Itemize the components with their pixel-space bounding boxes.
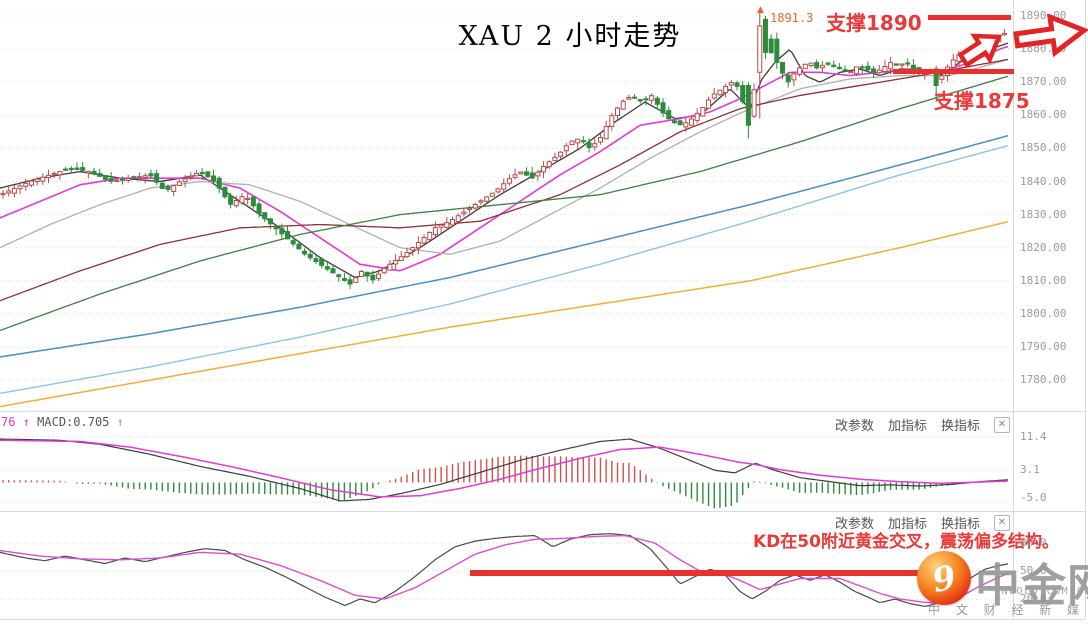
switch-indicator-button[interactable]: 换指标 (940, 419, 980, 434)
axis-tick-label: 1790.00 (1020, 340, 1067, 353)
axis-tick-label: 50.0 (1020, 564, 1047, 577)
axis-tick-label: 80.0 (1020, 536, 1047, 549)
right-arrow-icon (1013, 14, 1088, 58)
close-icon[interactable]: ✕ (994, 416, 1010, 433)
change-params-button[interactable]: 改参数 (834, 517, 874, 532)
axis-tick-label: -5.0 (1020, 491, 1047, 504)
axis-tick-label: 1810.00 (1020, 274, 1067, 287)
axis-tick-label: 1860.00 (1020, 108, 1067, 121)
macd-value: MACD:0.705 (37, 415, 110, 429)
gridlines (0, 15, 1012, 600)
watermark-slogan: 中 文 财 经 新 媒 体 (928, 603, 1088, 617)
support-line-1890 (928, 15, 1011, 20)
axis-tick-label: 11.4 (1020, 430, 1047, 443)
cngold-logo-icon: 9 (917, 551, 971, 605)
macd-plot (0, 438, 1009, 509)
add-indicator-button[interactable]: 加指标 (887, 419, 927, 434)
page-title: XAU 2 小时走势 (458, 21, 682, 52)
macd-readout: 76 ↑ MACD:0.705 ↑ (1, 415, 124, 429)
axis-tick-label: 20.0 (1020, 592, 1047, 605)
axis-tick-label: 3.1 (1020, 463, 1040, 476)
axis-tick-label: 1870.00 (1020, 75, 1067, 88)
axis-tick-label: 1780.00 (1020, 373, 1067, 386)
right-border (1085, 0, 1086, 619)
add-indicator-button[interactable]: 加指标 (887, 517, 927, 532)
main-macd-divider (0, 411, 1085, 412)
kd-plot (0, 533, 1009, 607)
support-line-1875 (893, 69, 1014, 74)
kd-50-highlight-line (470, 570, 952, 576)
high-price-label: 1891.3 (770, 11, 814, 25)
spike-marker-icon: ▲ (757, 5, 764, 15)
watermark-brand: 中金网 (975, 559, 1088, 612)
candlesticks (0, 11, 1007, 289)
up-arrow-icon: ↑ (22, 415, 30, 429)
support-1890-label: 支撑1890 (826, 11, 922, 35)
change-params-button[interactable]: 改参数 (834, 419, 874, 434)
watermark-domain: CNGOLD.COM.CN (994, 586, 1088, 597)
axis-tick-label: 1830.00 (1020, 208, 1067, 221)
close-icon[interactable]: ✕ (994, 514, 1010, 531)
moving-average-lines (0, 42, 1009, 408)
axis-tick-label: 1800.00 (1020, 307, 1067, 320)
macd-kd-divider (0, 511, 1085, 512)
trend-arrows (957, 14, 1088, 68)
support-1875-label: 支撑1875 (934, 89, 1030, 113)
up-arrow-icon: ↑ (116, 415, 124, 429)
up-right-arrow-icon (957, 33, 1003, 68)
kd-toolbar: 改参数 加指标 换指标 ✕ (835, 513, 1010, 532)
axis-tick-label: 1840.00 (1020, 175, 1067, 188)
axis-tick-label: 1850.00 (1020, 141, 1067, 154)
switch-indicator-button[interactable]: 换指标 (940, 517, 980, 532)
axis-border (1013, 0, 1014, 619)
macd-toolbar: 改参数 加指标 换指标 ✕ (835, 415, 1010, 434)
axis-tick-label: 1820.00 (1020, 241, 1067, 254)
bottom-border (0, 619, 1085, 620)
dea-partial-value: 76 (1, 415, 16, 429)
kd-annotation-text: KD在50附近黄金交叉，震荡偏多结构。 (753, 532, 1059, 552)
